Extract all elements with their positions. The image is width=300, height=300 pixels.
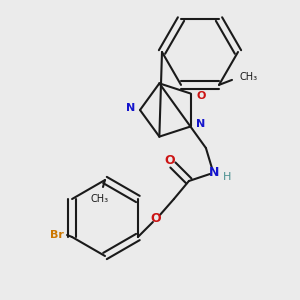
Text: N: N — [196, 119, 205, 130]
Text: O: O — [151, 212, 161, 226]
Text: CH₃: CH₃ — [91, 194, 109, 204]
Text: CH₃: CH₃ — [239, 72, 257, 82]
Text: N: N — [209, 167, 219, 179]
Text: Br: Br — [50, 230, 64, 240]
Text: O: O — [197, 91, 206, 100]
Text: N: N — [126, 103, 135, 113]
Text: H: H — [223, 172, 231, 182]
Text: O: O — [165, 154, 175, 167]
